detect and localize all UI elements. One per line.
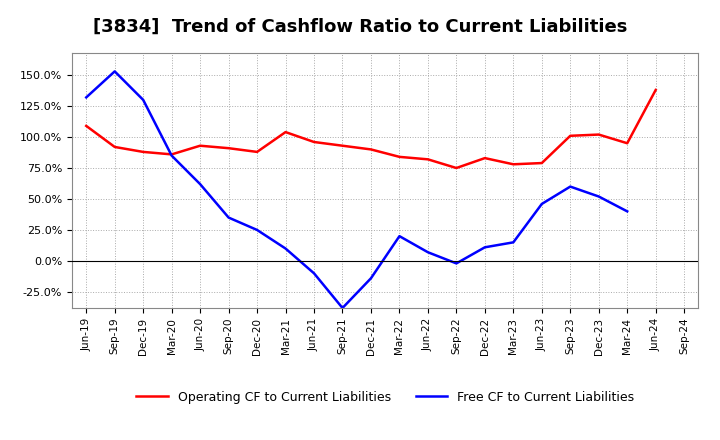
Operating CF to Current Liabilities [310, 139, 318, 145]
Free CF to Current Liabilities [225, 215, 233, 220]
Free CF to Current Liabilities [196, 181, 204, 187]
Operating CF to Current Liabilities [423, 157, 432, 162]
Operating CF to Current Liabilities [395, 154, 404, 160]
Operating CF to Current Liabilities [509, 161, 518, 167]
Operating CF to Current Liabilities [480, 155, 489, 161]
Operating CF to Current Liabilities [338, 143, 347, 148]
Text: [3834]  Trend of Cashflow Ratio to Current Liabilities: [3834] Trend of Cashflow Ratio to Curren… [93, 18, 627, 36]
Free CF to Current Liabilities [623, 209, 631, 214]
Legend: Operating CF to Current Liabilities, Free CF to Current Liabilities: Operating CF to Current Liabilities, Fre… [131, 386, 639, 409]
Operating CF to Current Liabilities [82, 123, 91, 128]
Free CF to Current Liabilities [139, 97, 148, 103]
Free CF to Current Liabilities [395, 234, 404, 239]
Free CF to Current Liabilities [595, 194, 603, 199]
Free CF to Current Liabilities [310, 271, 318, 276]
Operating CF to Current Liabilities [595, 132, 603, 137]
Operating CF to Current Liabilities [139, 149, 148, 154]
Free CF to Current Liabilities [167, 153, 176, 158]
Free CF to Current Liabilities [82, 95, 91, 100]
Operating CF to Current Liabilities [196, 143, 204, 148]
Free CF to Current Liabilities [452, 261, 461, 266]
Free CF to Current Liabilities [566, 184, 575, 189]
Operating CF to Current Liabilities [225, 146, 233, 151]
Free CF to Current Liabilities [423, 249, 432, 255]
Line: Operating CF to Current Liabilities: Operating CF to Current Liabilities [86, 90, 656, 168]
Free CF to Current Liabilities [282, 246, 290, 251]
Line: Free CF to Current Liabilities: Free CF to Current Liabilities [86, 71, 627, 308]
Operating CF to Current Liabilities [652, 87, 660, 92]
Operating CF to Current Liabilities [110, 144, 119, 150]
Free CF to Current Liabilities [253, 227, 261, 233]
Free CF to Current Liabilities [509, 240, 518, 245]
Operating CF to Current Liabilities [537, 161, 546, 166]
Free CF to Current Liabilities [110, 69, 119, 74]
Operating CF to Current Liabilities [167, 152, 176, 157]
Operating CF to Current Liabilities [282, 129, 290, 135]
Operating CF to Current Liabilities [253, 149, 261, 154]
Operating CF to Current Liabilities [623, 141, 631, 146]
Free CF to Current Liabilities [480, 245, 489, 250]
Operating CF to Current Liabilities [452, 165, 461, 171]
Operating CF to Current Liabilities [566, 133, 575, 139]
Free CF to Current Liabilities [537, 201, 546, 206]
Free CF to Current Liabilities [366, 275, 375, 281]
Operating CF to Current Liabilities [366, 147, 375, 152]
Free CF to Current Liabilities [338, 305, 347, 311]
